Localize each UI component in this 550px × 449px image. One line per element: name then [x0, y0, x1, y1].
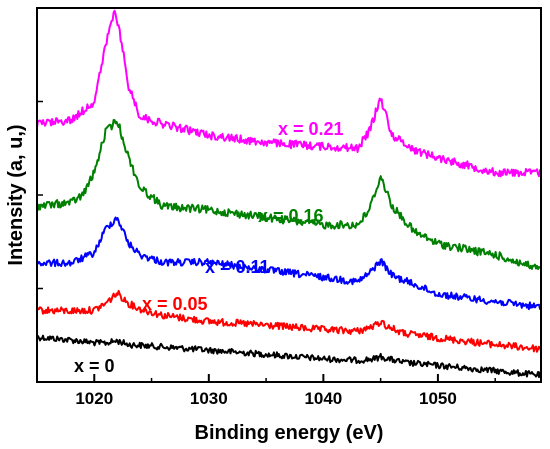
series-label: x = 0 — [74, 356, 115, 376]
series-line — [36, 334, 542, 379]
series-label: x = 0.16 — [258, 206, 324, 226]
y-axis-title: Intensity (a, u,) — [5, 124, 27, 265]
x-tick-label: 1050 — [419, 389, 457, 408]
x-tick-label: 1020 — [75, 389, 113, 408]
x-axis-title: Binding energy (eV) — [195, 422, 384, 444]
series-label-layer: x = 0 x = 0.05 x = 0.11 x = 0.16 x = 0.21 — [74, 119, 344, 376]
series-label: x = 0.11 — [205, 257, 270, 277]
series-label: x = 0.21 — [278, 119, 344, 139]
x-tick-label: 1030 — [190, 389, 228, 408]
series-label: x = 0.05 — [142, 294, 208, 314]
x-tick-label: 1040 — [304, 389, 342, 408]
series-layer — [36, 9, 542, 379]
tick-layer: 1020 1030 1040 1050 — [36, 100, 496, 408]
series-line — [37, 216, 542, 311]
series-line — [36, 289, 542, 353]
series-line — [36, 9, 542, 178]
series-line — [36, 119, 542, 270]
